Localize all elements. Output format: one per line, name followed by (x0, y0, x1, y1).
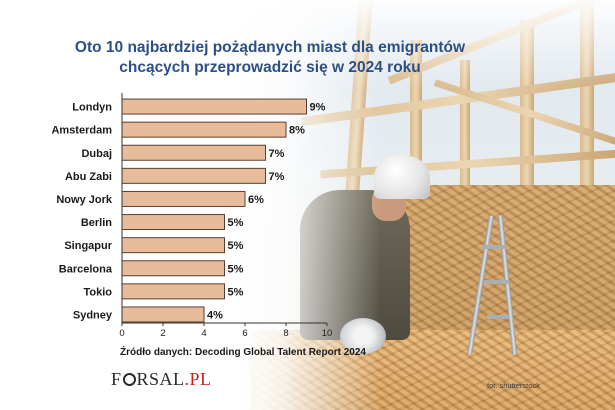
x-tick-label: 2 (160, 328, 165, 339)
x-tick-label: 6 (242, 328, 247, 339)
bar (121, 167, 266, 184)
value-label: 5% (228, 263, 244, 275)
value-label: 4% (207, 309, 223, 321)
category-label: Berlin (81, 217, 112, 229)
category-label: Singapur (64, 240, 112, 252)
chart-title-line1: Oto 10 najbardziej pożądanych miast dla … (74, 39, 466, 56)
source-note: Źródło danych: Decoding Global Talent Re… (120, 347, 366, 358)
value-label: 7% (269, 148, 285, 160)
category-label: Nowy Jork (56, 194, 113, 206)
value-label: 7% (269, 171, 285, 183)
category-label: Amsterdam (51, 125, 112, 137)
category-label: Barcelona (59, 263, 113, 275)
bar (121, 214, 225, 231)
bar (121, 98, 307, 115)
category-label: Abu Zabi (65, 171, 112, 183)
bar (121, 283, 225, 300)
value-label: 8% (289, 125, 305, 137)
x-tick-label: 10 (322, 328, 333, 339)
x-tick-label: 4 (201, 328, 206, 339)
value-label: 5% (228, 217, 244, 229)
forsal-logo: F RSAL.PL (111, 369, 212, 389)
bars: Londyn 9% Amsterdam 8% Dubaj 7% Abu Zabi 7% Nowy… (51, 98, 326, 323)
value-label: 6% (248, 194, 264, 206)
bar (121, 190, 246, 207)
category-label: Sydney (73, 309, 113, 321)
bar (121, 237, 225, 254)
category-label: Tokio (83, 286, 112, 298)
value-label: 9% (310, 102, 326, 114)
category-label: Londyn (72, 102, 112, 114)
photo-credit: fot. shutterstock (487, 381, 540, 390)
category-label: Dubaj (81, 148, 112, 160)
chart-title-line2: chcących przeprowadzić się w 2024 roku (119, 59, 421, 76)
bar (121, 144, 266, 161)
x-tick-label: 8 (283, 328, 288, 339)
x-axis: 0 2 4 6 8 10 (119, 93, 332, 339)
logo-ring-icon (122, 373, 136, 386)
x-tick-label: 0 (119, 328, 124, 339)
bar (121, 260, 225, 277)
value-label: 5% (228, 286, 244, 298)
bar (121, 121, 287, 138)
chart-title: Oto 10 najbardziej pożądanych miast dla … (60, 38, 480, 78)
value-label: 5% (228, 240, 244, 252)
bar (121, 306, 205, 323)
